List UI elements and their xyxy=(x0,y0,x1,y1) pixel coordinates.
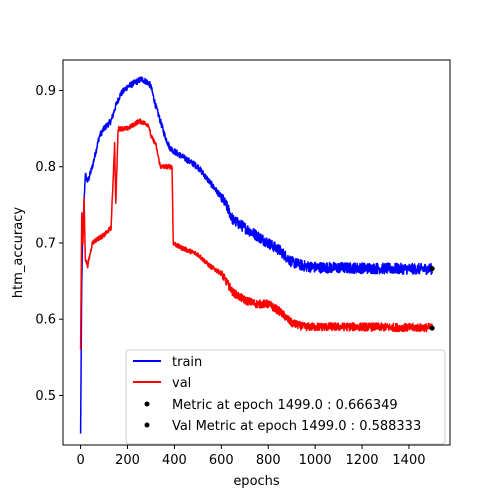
x-tick-label: 200 xyxy=(115,453,140,468)
legend: train val Metric at epoch 1499.0 : 0.666… xyxy=(125,349,446,445)
y-axis-label: htm_accuracy xyxy=(11,207,26,298)
plot-area xyxy=(79,76,435,434)
y-tick-label: 0.7 xyxy=(35,236,56,251)
y-tick-label: 0.9 xyxy=(35,84,56,99)
y-tick-label: 0.8 xyxy=(35,160,56,175)
x-axis-ticks: 0 200 400 600 800 1000 1200 1400 xyxy=(76,445,426,468)
x-tick-label: 800 xyxy=(256,453,281,468)
axes-frame xyxy=(62,59,451,446)
x-axis-label: epochs xyxy=(233,474,280,489)
y-tick-label: 0.5 xyxy=(35,389,56,404)
x-tick-label: 1400 xyxy=(392,453,425,468)
end-point-marker xyxy=(429,325,435,331)
y-axis-ticks: 0.5 0.6 0.7 0.8 0.9 xyxy=(35,84,63,404)
x-tick-label: 400 xyxy=(162,453,187,468)
x-tick-label: 0 xyxy=(76,453,84,468)
legend-label-val-metric: Val Metric at epoch 1499.0 : 0.588333 xyxy=(172,419,421,434)
x-tick-label: 1200 xyxy=(345,453,378,468)
legend-label-train: train xyxy=(172,355,202,370)
end-point-marker xyxy=(429,266,435,272)
legend-label-val: val xyxy=(172,376,191,391)
series-line-train xyxy=(79,76,433,434)
series-line-val xyxy=(79,118,433,350)
legend-marker-metric xyxy=(144,401,150,407)
legend-label-metric: Metric at epoch 1499.0 : 0.666349 xyxy=(172,398,398,413)
legend-marker-val-metric xyxy=(144,422,150,428)
y-tick-label: 0.6 xyxy=(35,313,56,328)
x-tick-label: 1000 xyxy=(299,453,332,468)
series-layer xyxy=(79,76,433,434)
marker-layer xyxy=(429,266,435,331)
x-tick-label: 600 xyxy=(209,453,234,468)
legend-box xyxy=(125,349,446,445)
